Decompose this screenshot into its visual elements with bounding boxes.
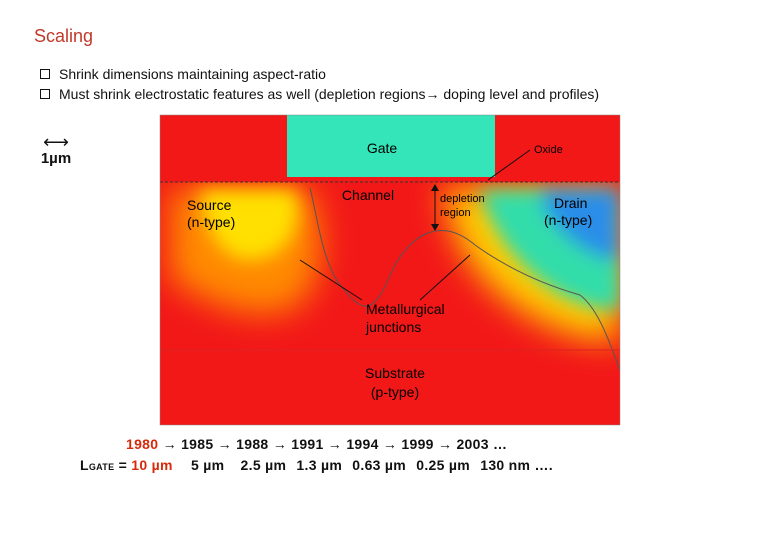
substrate-type-label: (p-type)	[371, 384, 419, 400]
bullet-list: Shrink dimensions maintaining aspect-rat…	[40, 64, 599, 104]
year-item: 1985	[181, 436, 214, 452]
lgate-equals: =	[114, 457, 132, 473]
length-item: 5 µm	[190, 457, 225, 473]
year-item: 1999	[401, 436, 434, 452]
lgate-subscript: GATE	[88, 462, 115, 472]
checkbox-bullet-icon	[40, 89, 50, 99]
year-item: 1994	[346, 436, 379, 452]
length-item: 1.3 µm	[296, 457, 343, 473]
length-item: 0.63 µm	[352, 457, 407, 473]
junction-label-2: junctions	[365, 319, 421, 335]
length-item: 0.25 µm	[416, 457, 471, 473]
gate-electrode	[287, 115, 495, 177]
year-item: 1991	[291, 436, 324, 452]
lengths-row: LGATE = 10 µm 5 µm 2.5 µm 1.3 µm 0.63 µm…	[80, 457, 553, 473]
oxide-label: Oxide	[534, 144, 563, 156]
junction-pointer-right	[419, 254, 471, 301]
gate-label: Gate	[367, 140, 398, 156]
channel-label: Channel	[342, 187, 394, 203]
arrow-icon: →	[217, 436, 232, 452]
junction-label: Metallurgical	[366, 301, 445, 317]
year-item: 1980	[126, 436, 159, 452]
length-item: 2.5 µm	[240, 457, 287, 473]
drain-type-label: (n-type)	[544, 212, 592, 228]
drain-label: Drain	[554, 195, 587, 211]
year-item: 2003	[456, 436, 489, 452]
arrow-icon: →	[272, 436, 288, 452]
double-arrow-icon: ⟷	[43, 132, 69, 152]
years-row: 1980 → 1985 → 1988 → 1991 → 1994 → 1999 …	[126, 436, 507, 452]
ellipsis: …	[493, 436, 508, 452]
year-item: 1988	[236, 436, 269, 452]
scale-indicator: ⟷ 1µm	[36, 132, 76, 167]
depletion-region-label: region	[440, 207, 471, 219]
lgate-symbol: L	[80, 457, 89, 473]
arrow-icon: →	[162, 436, 177, 452]
source-label: Source	[187, 197, 232, 213]
arrow-icon: →	[382, 436, 398, 452]
bullet-item: Must shrink electrostatic features as we…	[40, 84, 599, 104]
slide-title: Scaling	[34, 26, 94, 46]
substrate-label: Substrate	[365, 365, 425, 381]
length-item: 130 nm	[480, 457, 531, 473]
bullet-text: Must shrink electrostatic features as we…	[59, 86, 600, 102]
bullet-text: Shrink dimensions maintaining aspect-rat…	[59, 66, 326, 82]
depletion-label: depletion	[440, 193, 485, 205]
junction-pointer-left	[299, 259, 363, 301]
scale-label: 1µm	[40, 150, 72, 167]
ellipsis: ….	[534, 457, 553, 473]
source-type-label: (n-type)	[187, 214, 235, 230]
mosfet-cross-section: Gate Oxide Channel Source (n-type) Drain…	[159, 114, 621, 426]
bullet-item: Shrink dimensions maintaining aspect-rat…	[40, 64, 599, 84]
arrow-icon: →	[437, 436, 453, 452]
length-item: 10 µm	[131, 457, 173, 473]
checkbox-bullet-icon	[40, 69, 50, 79]
arrow-icon: →	[327, 436, 343, 452]
oxide-pointer	[487, 149, 531, 181]
